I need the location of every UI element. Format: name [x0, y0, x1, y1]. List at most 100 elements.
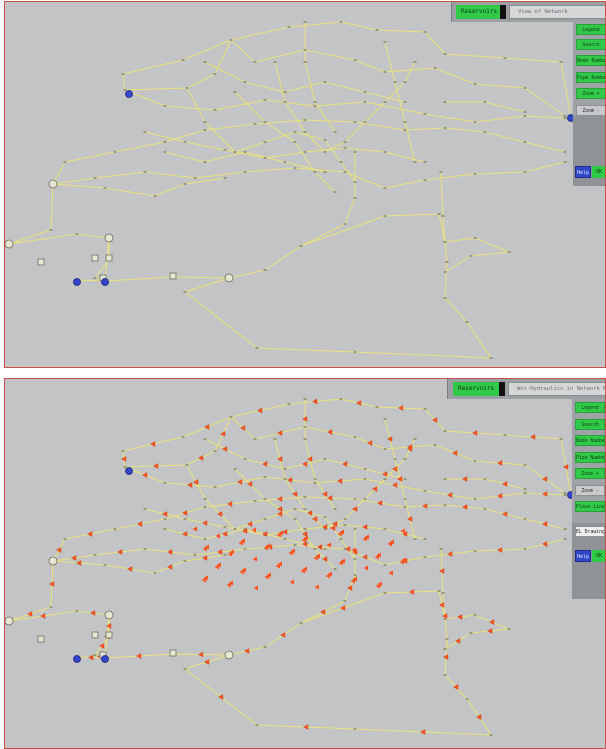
flow-direction-marker [242, 528, 248, 534]
junction-node [473, 614, 477, 616]
junction-node [143, 548, 147, 550]
flow-direction-marker [193, 479, 199, 485]
junction-node [343, 548, 347, 550]
junction-node [255, 724, 259, 726]
flow-direction-marker [326, 542, 331, 548]
flow-direction-marker [214, 564, 219, 570]
flow-direction-marker [330, 525, 336, 531]
flow-direction-marker [239, 569, 244, 575]
flow-direction-marker [397, 476, 403, 482]
junction-node [193, 554, 197, 556]
junction-node [363, 478, 367, 480]
flow-direction-marker [49, 581, 55, 587]
tank-node-icon [5, 239, 14, 249]
reservoirs-button[interactable]: Reservoirs [453, 382, 505, 396]
flow-direction-marker [563, 464, 569, 470]
flow-direction-marker [542, 476, 548, 482]
flow-direction-marker [289, 579, 294, 585]
search-button[interactable]: Search [575, 419, 605, 430]
junction-node [563, 528, 567, 530]
junction-node [469, 255, 473, 257]
junction-node [153, 195, 157, 197]
flow-direction-marker [247, 481, 253, 487]
junction-node [313, 482, 317, 484]
flow-direction-marker [443, 654, 449, 660]
junction-node [383, 478, 387, 480]
junction-node [229, 416, 233, 418]
help-button[interactable]: Help [575, 550, 591, 562]
junction-node [473, 237, 477, 239]
junction-node [423, 31, 427, 33]
junction-node [323, 516, 327, 518]
flow-direction-marker [312, 398, 318, 405]
flows-line-button[interactable]: Flows Line [575, 501, 605, 512]
junction-node [213, 73, 217, 75]
flow-direction-marker [187, 482, 193, 488]
pipe-number-button[interactable]: Pipe Number [576, 72, 605, 83]
flow-direction-marker [303, 724, 309, 730]
flow-direction-marker [322, 491, 328, 497]
flow-direction-marker [352, 506, 358, 512]
junction-node [353, 558, 357, 560]
node-number-button[interactable]: Node Number [576, 55, 605, 66]
junction-node [303, 496, 307, 498]
junction-node [559, 61, 563, 63]
junction-node [523, 115, 527, 117]
junction-node [213, 450, 217, 452]
help-button[interactable]: Help [575, 166, 591, 178]
reservoirs-button[interactable]: Reservoirs [456, 5, 506, 19]
tank-node-icon [48, 556, 58, 566]
flow-direction-marker [340, 605, 346, 611]
junction-node [473, 460, 477, 462]
flow-direction-marker [167, 549, 173, 555]
flow-direction-marker [422, 503, 428, 509]
flow-direction-marker [314, 584, 319, 590]
zoom-in-button[interactable]: Zoom + [576, 88, 605, 99]
pipe-number-button[interactable]: Pipe Number [575, 452, 605, 463]
flow-direction-marker [327, 429, 333, 435]
pipe-link [204, 61, 406, 103]
junction-node [49, 606, 53, 608]
flow-direction-marker [362, 536, 367, 542]
flow-direction-marker [392, 482, 398, 488]
junction-node [263, 157, 267, 159]
junction-node [443, 430, 447, 432]
junction-node [63, 538, 67, 540]
junction-node [303, 528, 307, 530]
junction-node [313, 478, 317, 480]
zoom-out-button[interactable]: Zoom - [576, 105, 605, 116]
network-canvas[interactable] [5, 379, 606, 749]
junction-node [223, 554, 227, 556]
valve-node-icon [91, 631, 99, 639]
ok-button[interactable]: OK [592, 550, 605, 562]
sidebar-lower: Help OK [573, 116, 605, 186]
flow-direction-marker [121, 456, 127, 462]
flow-direction-marker [400, 528, 405, 534]
junction-node [563, 115, 567, 117]
zoom-in-button[interactable]: Zoom + [575, 468, 605, 479]
legend-button[interactable]: Legend [575, 402, 605, 413]
junction-node [283, 101, 287, 103]
flow-direction-marker [277, 456, 283, 462]
junction-node [203, 161, 207, 163]
flow-direction-marker [453, 684, 459, 690]
junction-node [483, 131, 487, 133]
ok-button[interactable]: OK [592, 166, 605, 178]
flow-direction-marker [409, 589, 415, 595]
flow-direction-marker [247, 521, 253, 527]
node-number-button[interactable]: Node Number [575, 435, 605, 446]
network-canvas[interactable] [5, 2, 606, 368]
valve-node-icon [105, 631, 113, 639]
reservoir-icon [73, 655, 81, 663]
search-button[interactable]: Search [576, 39, 605, 50]
flow-direction-marker [262, 461, 268, 467]
junction-node [339, 21, 343, 23]
legend-button[interactable]: Legend [576, 24, 605, 35]
el-drawing-button[interactable]: EL Drawing [575, 526, 605, 537]
junction-node [233, 528, 237, 530]
junction-node [313, 101, 317, 103]
flow-direction-marker [88, 654, 94, 661]
flow-direction-marker [392, 466, 398, 472]
zoom-out-button[interactable]: Zoom - [575, 485, 605, 496]
junction-node [213, 109, 217, 111]
